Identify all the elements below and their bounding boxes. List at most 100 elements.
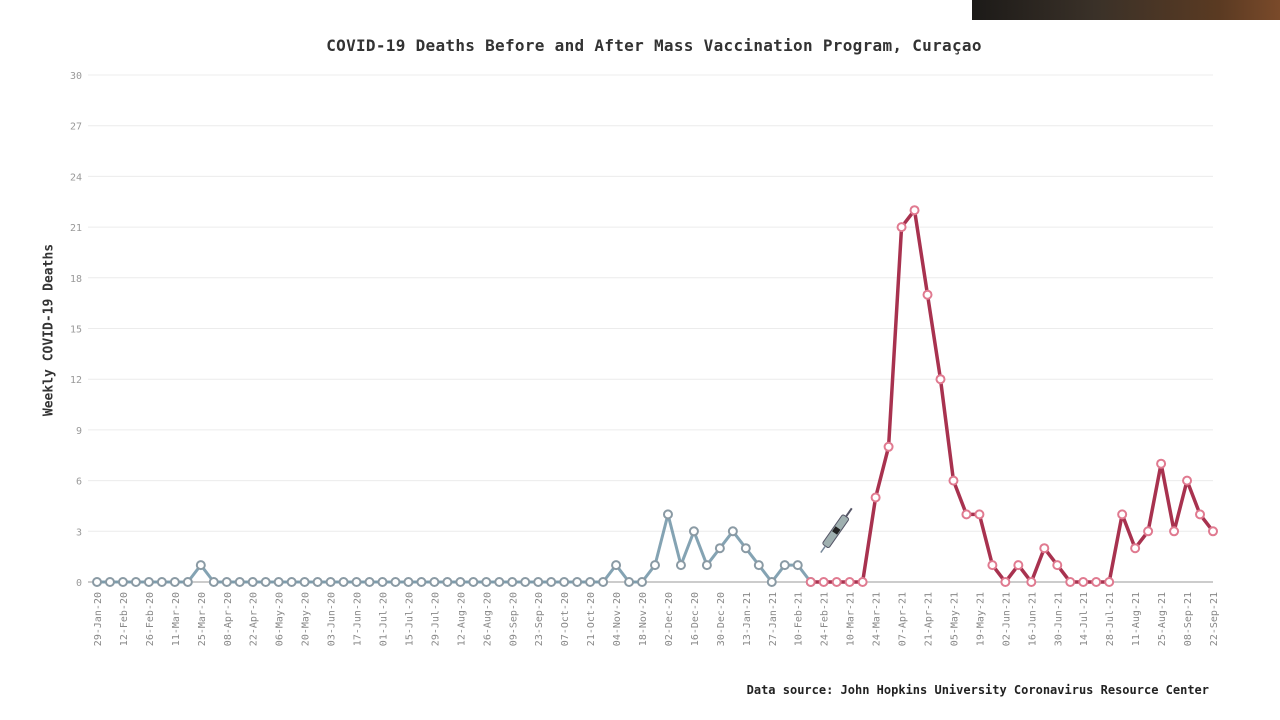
x-tick-label: 03-Jun-20 [327,592,338,646]
x-tick-label: 06-May-20 [275,592,286,646]
syringe-icon [820,507,853,554]
data-point [740,543,751,554]
x-tick-label: 02-Dec-20 [664,592,675,646]
x-tick-label: 15-Jul-20 [404,592,415,646]
data-point [753,560,764,571]
data-point [611,560,622,571]
data-point [624,577,635,587]
data-point [182,577,193,587]
data-point [286,577,297,587]
data-point [559,577,570,587]
x-tick-label: 14-Jul-21 [1079,592,1090,646]
data-source-note: Data source: John Hopkins University Cor… [746,683,1209,697]
data-point [922,289,933,300]
data-point [1130,543,1141,554]
y-tick-label: 27 [70,122,82,133]
data-point [533,577,544,587]
data-point [403,577,414,587]
data-point [390,577,401,587]
data-point [688,526,699,537]
data-point [1078,577,1089,587]
data-point [156,577,167,587]
x-tick-label: 29-Jul-20 [430,592,441,646]
data-point [987,560,998,571]
y-tick-label: 0 [76,578,82,589]
x-tick-label: 19-May-21 [975,592,986,646]
data-point [701,560,712,571]
x-tick-label: 21-Oct-20 [586,592,597,646]
data-point [1117,509,1128,520]
data-point [1026,577,1037,587]
data-point [1195,509,1206,520]
x-tick-label: 21-Apr-21 [924,592,935,646]
data-point [714,543,725,554]
data-point [442,577,453,587]
data-point [909,205,920,216]
data-point [117,577,128,587]
x-tick-label: 12-Feb-20 [119,592,130,646]
x-tick-label: 17-Jun-20 [353,592,364,646]
data-point [1182,475,1193,486]
data-point [637,577,648,587]
y-tick-label: 18 [70,274,82,285]
y-tick-label: 12 [70,375,82,386]
webcam-overlay [972,0,1280,20]
y-tick-label: 6 [76,477,82,488]
x-tick-label: 04-Nov-20 [612,592,623,646]
x-tick-label: 11-Mar-20 [171,592,182,646]
data-point [1013,560,1024,571]
data-point [1039,543,1050,554]
data-point [1000,577,1011,587]
x-tick-label: 11-Aug-21 [1131,592,1142,646]
chart-title: COVID-19 Deaths Before and After Mass Va… [326,36,982,55]
data-point [546,577,557,587]
data-point [273,577,284,587]
x-tick-label: 16-Jun-21 [1027,592,1038,646]
data-point [221,577,232,587]
data-point [844,577,855,587]
data-point [195,560,206,571]
data-point [169,577,180,587]
x-tick-label: 10-Mar-21 [846,592,857,646]
data-point [507,577,518,587]
x-tick-label: 10-Feb-21 [794,592,805,646]
data-point [104,577,115,587]
x-tick-label: 26-Feb-20 [145,592,156,646]
data-point [572,577,583,587]
data-point [92,577,102,587]
data-point [234,577,245,587]
x-tick-label: 24-Feb-21 [820,592,831,646]
data-point [896,222,907,233]
y-tick-label: 30 [70,71,82,82]
data-point [818,577,829,587]
x-tick-label: 25-Aug-21 [1157,592,1168,646]
data-point [961,509,972,520]
x-tick-label: 30-Jun-21 [1053,592,1064,646]
data-point [1104,577,1115,587]
series-line [97,512,812,584]
data-point [351,577,362,587]
data-point [650,560,660,571]
data-point [260,577,271,587]
data-point [143,577,154,587]
y-tick-label: 9 [76,426,82,437]
x-tick-label: 27-Jan-21 [768,592,779,646]
data-point [1091,577,1102,587]
data-point [598,577,609,587]
data-point [338,577,349,587]
data-point [1052,560,1063,571]
x-tick-label: 30-Dec-20 [716,592,727,646]
x-tick-label: 22-Sep-21 [1209,592,1220,646]
x-tick-label: 16-Dec-20 [690,592,701,646]
y-tick-label: 24 [70,172,82,183]
data-point [1208,526,1218,537]
data-point [948,475,959,486]
x-tick-label: 01-Jul-20 [378,592,389,646]
x-tick-label: 20-May-20 [301,592,312,646]
data-point [1065,577,1076,587]
data-point [494,577,505,587]
data-point [662,509,673,520]
x-tick-label: 24-Mar-21 [872,592,883,646]
data-point [766,577,777,587]
